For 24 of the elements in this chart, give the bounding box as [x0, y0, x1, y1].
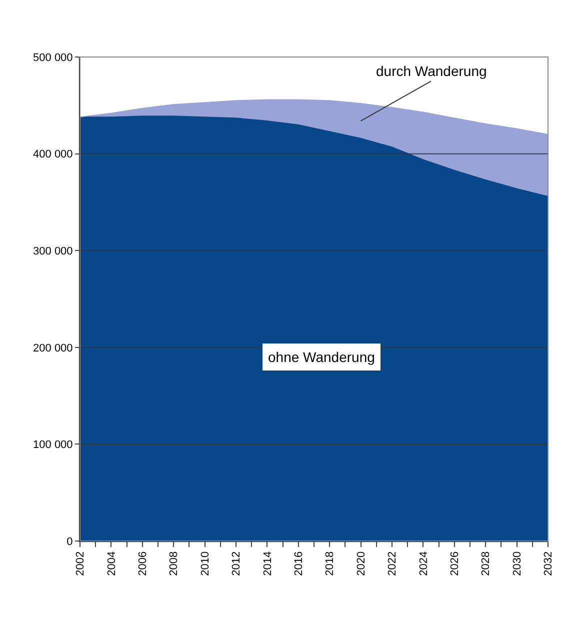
y-tick-label: 500 000	[33, 52, 73, 64]
x-tick-label: 2030	[511, 551, 524, 576]
x-tick-label: 2008	[168, 551, 180, 576]
x-tick-label: 2004	[106, 551, 118, 576]
x-tick-label: 2024	[418, 551, 430, 576]
x-tick-label: 2012	[230, 551, 243, 576]
x-tick-label: 2014	[262, 551, 274, 576]
series-label: durch Wanderung	[376, 63, 487, 79]
x-tick-label: 2006	[136, 551, 149, 576]
x-tick-label: 2032	[542, 551, 555, 576]
y-tick-label: 100 000	[33, 439, 73, 452]
x-tick-label: 2026	[448, 551, 461, 576]
x-tick-label: 2010	[199, 551, 212, 576]
x-tick-label: 2022	[386, 551, 399, 576]
x-tick-label: 2016	[292, 551, 305, 576]
x-tick-label: 2020	[355, 551, 368, 576]
y-tick-label: 400 000	[33, 148, 73, 161]
y-tick-label: 200 000	[33, 342, 73, 354]
y-tick-label: 300 000	[33, 245, 73, 258]
y-tick-label: 0	[66, 536, 73, 548]
x-tick-label: 2002	[74, 551, 87, 576]
series-label: ohne Wanderung	[268, 349, 375, 365]
x-tick-label: 2018	[324, 551, 336, 576]
x-tick-label: 2028	[480, 551, 492, 576]
